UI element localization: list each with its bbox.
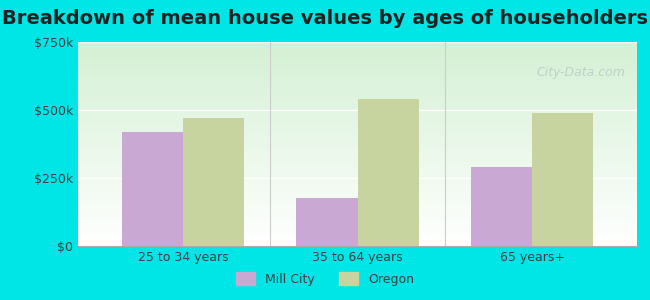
Bar	[471, 167, 532, 246]
Text: Breakdown of mean house values by ages of householders: Breakdown of mean house values by ages o…	[2, 9, 648, 28]
Bar	[122, 132, 183, 246]
Bar	[183, 118, 244, 246]
Text: City-Data.com: City-Data.com	[537, 67, 626, 80]
Bar	[358, 99, 419, 246]
Bar	[296, 198, 358, 246]
Bar	[532, 113, 593, 246]
Legend: Mill City, Oregon: Mill City, Oregon	[231, 267, 419, 291]
